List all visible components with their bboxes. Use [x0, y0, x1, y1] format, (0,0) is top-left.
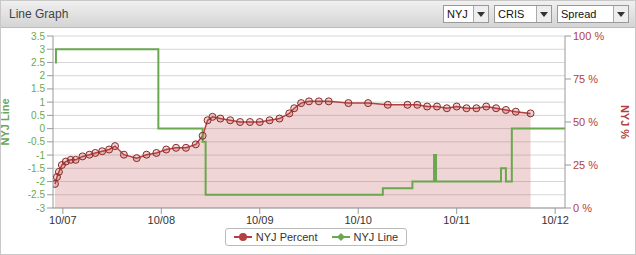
svg-text:3.5: 3.5 — [31, 31, 45, 42]
svg-text:1.5: 1.5 — [31, 83, 45, 94]
html-text:Spread: Spread — [561, 8, 597, 20]
svg-text:2.5: 2.5 — [31, 57, 45, 68]
svg-text:0.5: 0.5 — [31, 110, 45, 121]
html-text:CRIS: CRIS — [498, 8, 525, 20]
svg-text:50 %: 50 % — [573, 116, 598, 128]
svg-text:10/08: 10/08 — [148, 214, 176, 226]
html-text:NYJ Line: NYJ Line — [353, 231, 399, 243]
html-text:NYJ Percent: NYJ Percent — [255, 231, 318, 243]
svg-text:-0.5: -0.5 — [28, 136, 46, 147]
svg-text:NYJ %: NYJ % — [619, 105, 628, 139]
svg-text:10/10: 10/10 — [344, 214, 372, 226]
svg-text:1: 1 — [39, 97, 45, 108]
svg-text:10/07: 10/07 — [49, 214, 77, 226]
svg-text:-1: -1 — [36, 150, 45, 161]
svg-text:0: 0 — [39, 123, 45, 134]
svg-text:25 %: 25 % — [573, 159, 598, 171]
svg-text:10/09: 10/09 — [246, 214, 274, 226]
svg-text:3: 3 — [39, 44, 45, 55]
svg-text:10/11: 10/11 — [443, 214, 470, 226]
svg-text:-2: -2 — [36, 176, 45, 187]
svg-text:0 %: 0 % — [573, 202, 592, 214]
html-text:Line Graph: Line Graph — [9, 7, 69, 21]
svg-text:100 %: 100 % — [573, 30, 604, 42]
svg-text:2: 2 — [39, 70, 45, 81]
html-text:NYJ: NYJ — [447, 8, 468, 20]
svg-text:75 %: 75 % — [573, 73, 598, 85]
svg-text:-2.5: -2.5 — [28, 189, 46, 200]
svg-text:NYJ Line: NYJ Line — [8, 98, 11, 145]
svg-text:-3: -3 — [36, 203, 45, 214]
svg-text:10/12: 10/12 — [541, 214, 569, 226]
svg-text:-1.5: -1.5 — [28, 163, 46, 174]
